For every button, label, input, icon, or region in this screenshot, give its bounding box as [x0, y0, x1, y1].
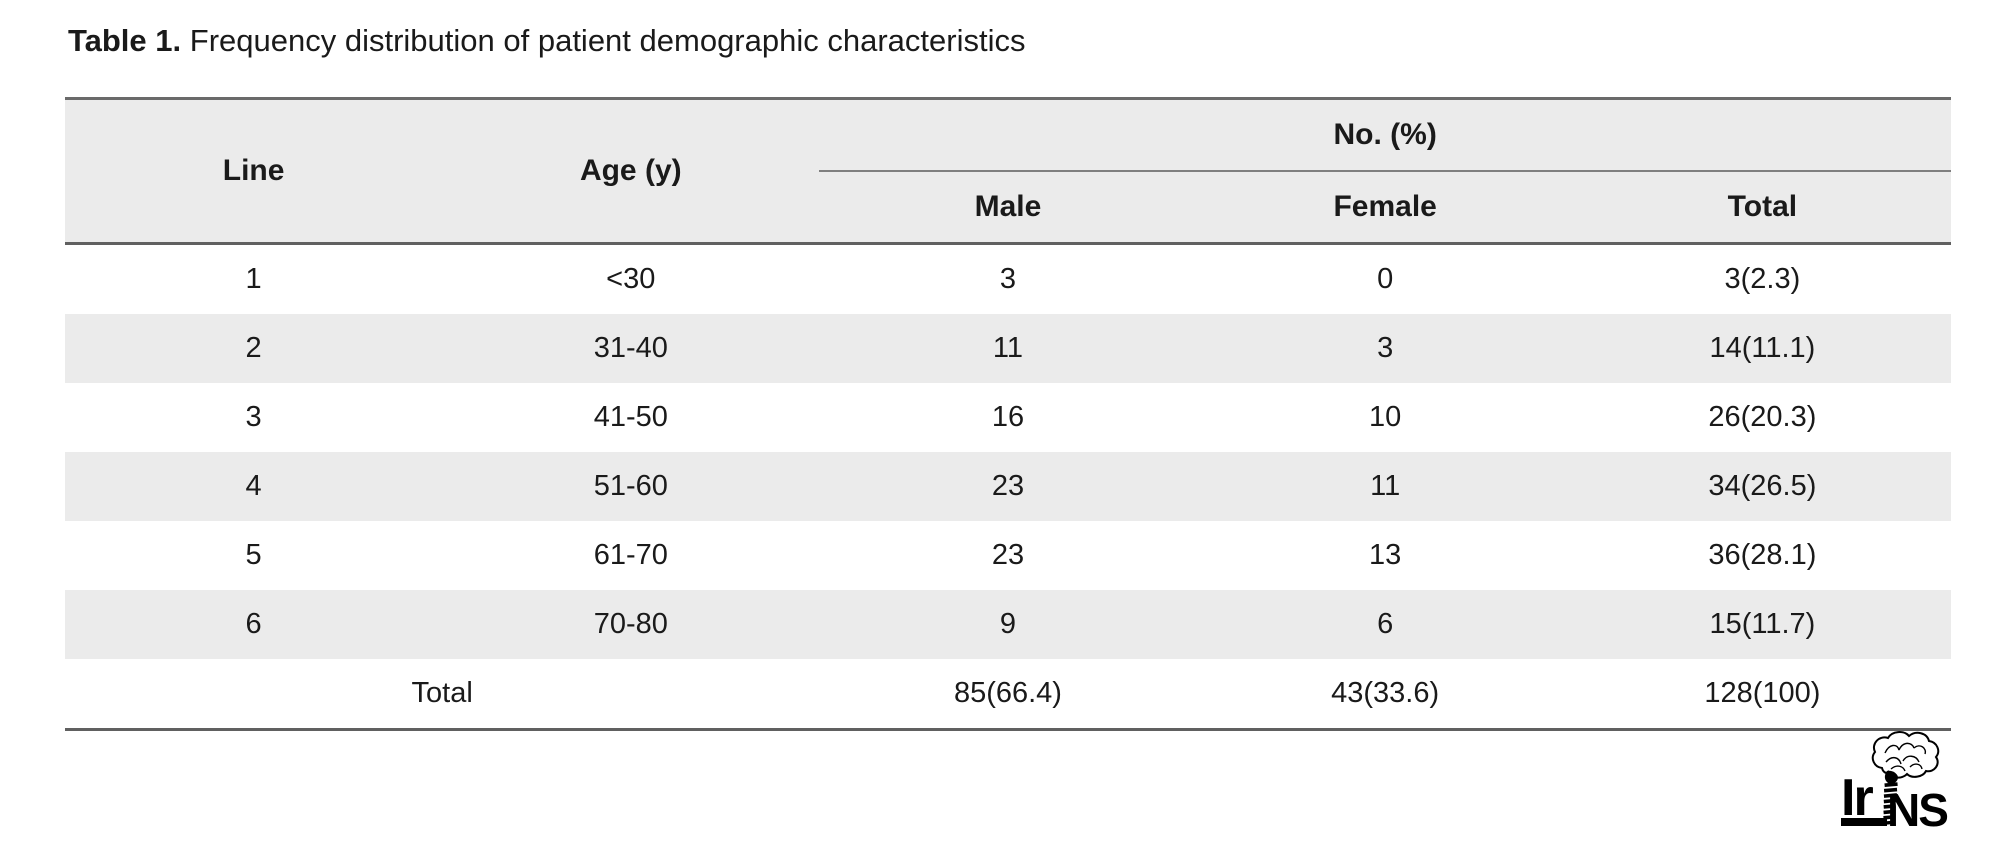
- cell-male: 11: [819, 314, 1197, 383]
- total-total: 128(100): [1573, 659, 1951, 730]
- cell-male: 23: [819, 452, 1197, 521]
- column-header-male: Male: [819, 171, 1197, 245]
- brain-icon: [1871, 731, 1940, 779]
- table-header: Line Age (y) No. (%) Male Female Total: [65, 98, 1951, 245]
- cell-female: 13: [1369, 539, 1402, 571]
- column-header-total: Total: [1573, 171, 1951, 245]
- table-row: 2 31-40 11 3 14(11.1): [65, 314, 1951, 383]
- table-body: 1 <30 3 0 3(2.3) 2 31-40 11 3 14(11.1) 3…: [65, 244, 1951, 659]
- cell-total: 34(26.5): [1573, 452, 1951, 521]
- cell-age: 31-40: [442, 314, 820, 383]
- cell-female: 0: [1377, 263, 1394, 295]
- cell-male: 9: [819, 590, 1197, 659]
- cell-total: 36(28.1): [1708, 539, 1817, 571]
- cell-total: 3(2.3): [1724, 263, 1801, 295]
- column-group-header-no-pct: No. (%): [819, 98, 1951, 172]
- column-header-age: Age (y): [442, 98, 820, 245]
- cell-age: 61-70: [593, 539, 668, 571]
- cell-age: 41-50: [593, 401, 668, 433]
- table-row: 1 <30 3 0 3(2.3): [65, 244, 1951, 315]
- cell-line: 3: [245, 401, 262, 433]
- column-header-female: Female: [1196, 171, 1574, 245]
- total-row-label: Total: [65, 659, 820, 730]
- cell-male: 16: [991, 401, 1025, 433]
- logo-underline: [1841, 818, 1887, 826]
- cell-total: 14(11.1): [1573, 314, 1951, 383]
- demographics-table: Line Age (y) No. (%) Male Female Total 1…: [65, 97, 1951, 731]
- logo-text-ir: Ir: [1841, 769, 1873, 827]
- cell-female: 3: [1196, 314, 1574, 383]
- table-caption: Table 1. Frequency distribution of patie…: [68, 22, 1025, 59]
- cell-female: 10: [1369, 401, 1402, 433]
- table-caption-text: Frequency distribution of patient demogr…: [189, 23, 1026, 58]
- table-row: 4 51-60 23 11 34(26.5): [65, 452, 1951, 521]
- cell-male: 23: [991, 539, 1025, 571]
- cell-line: 1: [245, 263, 262, 295]
- cell-female: 11: [1196, 452, 1574, 521]
- cell-age: <30: [606, 263, 656, 295]
- cell-age: 51-60: [442, 452, 820, 521]
- logo-text-ns: NS: [1887, 784, 1947, 831]
- cell-line: 6: [65, 590, 443, 659]
- total-female: 43(33.6): [1196, 659, 1574, 730]
- column-header-line: Line: [65, 98, 443, 245]
- table-row: 3 41-50 16 10 26(20.3): [65, 383, 1951, 452]
- cell-line: 4: [65, 452, 443, 521]
- cell-female: 6: [1196, 590, 1574, 659]
- table-row: 5 61-70 23 13 36(28.1): [65, 521, 1951, 590]
- cell-line: 2: [65, 314, 443, 383]
- cell-total: 26(20.3): [1708, 401, 1817, 433]
- cell-age: 70-80: [442, 590, 820, 659]
- journal-logo-graphic: Ir NS: [1841, 731, 1949, 831]
- table-total-section: Total 85(66.4) 43(33.6) 128(100): [65, 659, 1951, 730]
- cell-male: 3: [999, 263, 1017, 295]
- journal-logo: Ir NS: [1840, 731, 1955, 831]
- table-row: 6 70-80 9 6 15(11.7): [65, 590, 1951, 659]
- cell-total: 15(11.7): [1573, 590, 1951, 659]
- total-row: Total 85(66.4) 43(33.6) 128(100): [65, 659, 1951, 730]
- table-caption-label: Table 1.: [68, 23, 182, 58]
- total-male: 85(66.4): [819, 659, 1197, 730]
- cell-line: 5: [245, 539, 262, 571]
